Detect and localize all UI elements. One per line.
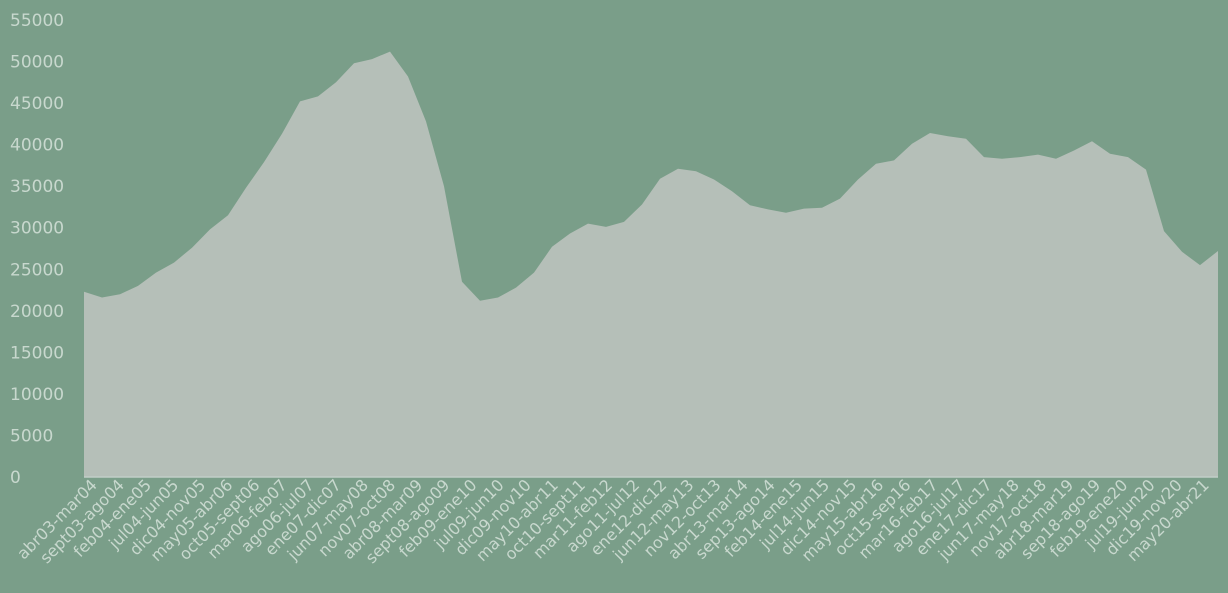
y-tick-label: 15000	[10, 343, 64, 363]
y-tick-label: 35000	[10, 177, 64, 197]
y-tick-label: 20000	[10, 302, 64, 322]
y-tick-label: 0	[10, 468, 21, 488]
y-axis-ticks: 0 5000 10000 15000 20000 25000 30000 35000 40000…	[10, 11, 64, 488]
y-tick-label: 30000	[10, 219, 64, 239]
y-tick-label: 40000	[10, 136, 64, 156]
y-tick-label: 50000	[10, 53, 64, 73]
y-tick-label: 25000	[10, 260, 64, 280]
x-axis-ticks: abr03-mar04sept03-ago04feb04-ene05jul04-…	[13, 475, 1213, 567]
y-tick-label: 55000	[10, 11, 64, 31]
y-tick-label: 45000	[10, 94, 64, 114]
series-area	[84, 51, 1218, 477]
y-tick-label: 10000	[10, 385, 64, 405]
y-tick-label: 5000	[10, 426, 53, 446]
